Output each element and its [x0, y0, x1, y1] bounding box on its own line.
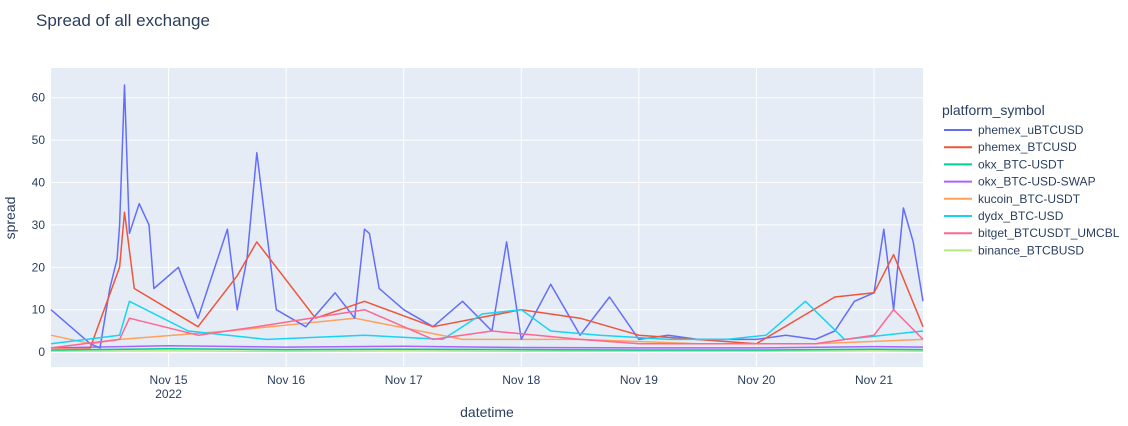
legend-item-phemex_uBTCUSD[interactable]: phemex_uBTCUSD — [944, 123, 1084, 137]
legend-title: platform_symbol — [942, 102, 1045, 118]
legend-item-bitget_BTCUSDT_UMCBL[interactable]: bitget_BTCUSDT_UMCBL — [944, 226, 1120, 240]
x-tick-sublabel: 2022 — [155, 387, 182, 401]
x-tick-label: Nov 19 — [620, 373, 658, 387]
legend-label: phemex_uBTCUSD — [978, 123, 1084, 137]
series-line-okx_BTC-USD-SWAP — [50, 345, 924, 349]
legend-item-kucoin_BTC-USDT[interactable]: kucoin_BTC-USDT — [944, 192, 1081, 206]
legend-item-dydx_BTC-USD[interactable]: dydx_BTC-USD — [944, 209, 1064, 223]
series-line-phemex_uBTCUSD — [50, 84, 924, 349]
plot-area — [51, 68, 923, 367]
legend-item-okx_BTC-USDT[interactable]: okx_BTC-USDT — [944, 157, 1065, 171]
x-tick-label: Nov 16 — [267, 373, 305, 387]
y-tick-label: 30 — [32, 218, 46, 232]
legend-item-okx_BTC-USD-SWAP[interactable]: okx_BTC-USD-SWAP — [944, 175, 1096, 189]
x-axis-title: datetime — [460, 404, 514, 420]
series-line-phemex_BTCUSD — [51, 211, 924, 349]
legend-label: dydx_BTC-USD — [978, 209, 1064, 223]
series-layer — [50, 84, 924, 353]
legend-item-phemex_BTCUSD[interactable]: phemex_BTCUSD — [944, 140, 1077, 154]
legend-label: phemex_BTCUSD — [978, 140, 1077, 154]
legend-label: okx_BTC-USDT — [978, 157, 1065, 171]
legend-label: bitget_BTCUSDT_UMCBL — [978, 226, 1120, 240]
series-line-okx_BTC-USDT — [50, 348, 924, 351]
x-tick-label: Nov 17 — [385, 373, 423, 387]
y-axis-ticks: 0 10 20 30 40 50 60 — [32, 91, 46, 359]
x-tick-label: Nov 15 — [150, 373, 188, 387]
y-tick-label: 10 — [32, 303, 46, 317]
x-tick-label: Nov 21 — [855, 373, 893, 387]
y-tick-label: 60 — [32, 91, 46, 105]
legend-label: binance_BTCBUSD — [978, 243, 1084, 257]
legend-label: kucoin_BTC-USDT — [978, 192, 1081, 206]
legend-label: okx_BTC-USD-SWAP — [978, 175, 1096, 189]
x-tick-label: Nov 20 — [737, 373, 775, 387]
series-line-bitget_BTCUSDT_UMCBL — [50, 308, 924, 349]
y-axis-title: spread — [2, 197, 18, 240]
y-tick-label: 40 — [32, 176, 46, 190]
legend-item-binance_BTCBUSD[interactable]: binance_BTCBUSD — [944, 243, 1084, 257]
y-tick-label: 0 — [38, 345, 45, 359]
series-line-dydx_BTC-USD — [50, 300, 924, 345]
gridlines — [51, 68, 923, 367]
x-tick-label: Nov 18 — [502, 373, 540, 387]
chart-title: Spread of all exchange — [36, 11, 210, 30]
legend[interactable]: phemex_uBTCUSD phemex_BTCUSD okx_BTC-USDTo… — [944, 123, 1120, 257]
y-tick-label: 50 — [32, 133, 46, 147]
y-tick-label: 20 — [32, 260, 46, 274]
